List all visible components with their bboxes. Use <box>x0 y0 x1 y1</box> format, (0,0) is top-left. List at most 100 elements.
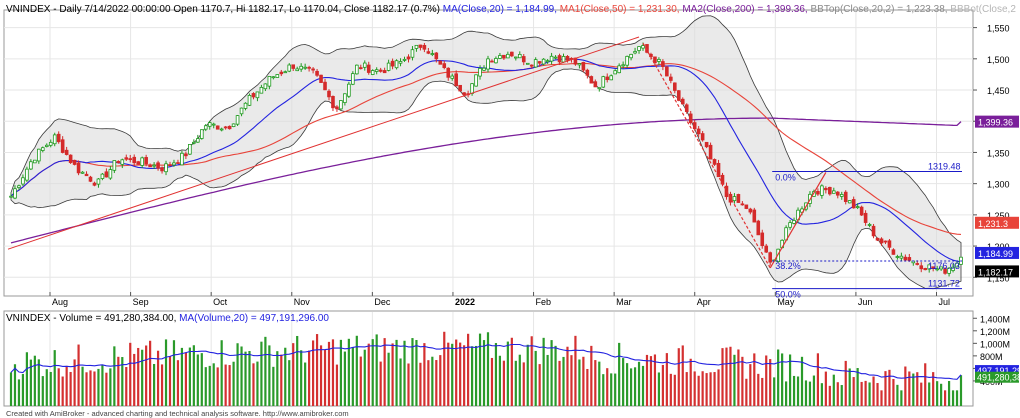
volume-tick-label: 1,400M <box>980 314 1010 324</box>
volume-bar <box>713 372 716 406</box>
volume-tick-label: 1,200M <box>980 327 1010 337</box>
volume-bar <box>637 361 641 406</box>
volume-bar <box>653 354 657 406</box>
volume-bar <box>439 355 442 406</box>
candle-body <box>96 178 101 185</box>
volume-bar <box>554 345 557 406</box>
candle-body <box>180 152 184 166</box>
candle-body <box>756 220 761 236</box>
volume-bar <box>455 339 458 406</box>
candle-body <box>160 167 164 172</box>
month-label: Nov <box>294 297 311 307</box>
volume-bar <box>558 360 561 406</box>
volume-bar <box>411 338 414 406</box>
volume-bar <box>21 373 25 406</box>
price-header-prefix: VNINDEX - Daily 7/14/2022 00:00:00 Open … <box>6 4 443 15</box>
volume-bar <box>375 334 378 406</box>
volume-bar <box>944 390 947 406</box>
candle-body <box>633 51 637 54</box>
volume-bar <box>506 341 509 406</box>
candle-body <box>955 262 959 268</box>
close-tag-box <box>975 265 1019 278</box>
volume-bar <box>331 339 335 406</box>
candle-body <box>470 83 474 94</box>
candle-body <box>311 68 315 71</box>
volume-bar <box>152 363 156 406</box>
volume-bar <box>641 365 645 406</box>
volume-bar <box>840 385 843 406</box>
candle-body <box>903 256 908 261</box>
volume-bar <box>864 380 867 406</box>
candle-body <box>879 238 884 244</box>
candle-body <box>108 169 113 179</box>
volume-bar <box>351 346 354 406</box>
candle-body <box>883 240 888 243</box>
candle-body <box>601 76 606 88</box>
candle-body <box>553 56 558 59</box>
candle-body <box>303 66 307 69</box>
volume-bar <box>89 370 92 406</box>
candle-body <box>104 171 109 178</box>
candle-body <box>768 252 773 263</box>
volume-bar <box>81 366 84 406</box>
volume-bar <box>427 360 430 406</box>
candle-body <box>748 208 753 213</box>
volume-bar <box>343 351 346 406</box>
volume-bar <box>478 333 482 406</box>
volume-bar <box>431 356 434 406</box>
candle-body <box>215 125 220 130</box>
candle-body <box>700 133 705 141</box>
price-tick-label: 1,150 <box>987 273 1010 283</box>
ma50-tag-box <box>975 216 1019 229</box>
volume-bar <box>598 361 601 406</box>
candle-body <box>29 161 33 170</box>
candle-body <box>561 56 566 63</box>
candle-body <box>13 188 17 199</box>
candle-body <box>390 60 395 67</box>
candle-body <box>537 61 542 64</box>
candle-body <box>184 153 188 157</box>
candle-body <box>402 58 407 61</box>
volume-bar <box>308 350 311 406</box>
volume-bar <box>280 354 283 406</box>
volume-bar <box>717 369 720 406</box>
volume-ma-tag-box <box>975 365 1019 377</box>
candle-body <box>80 171 85 174</box>
candle-body <box>565 55 570 61</box>
candle-body <box>704 141 709 148</box>
ma20-tag-box <box>975 246 1019 259</box>
candle-body <box>661 61 665 67</box>
candle-body <box>414 44 419 49</box>
volume-bar <box>415 340 418 406</box>
volume-bar <box>176 360 180 406</box>
candle-body <box>498 55 502 59</box>
candle-body <box>9 195 13 198</box>
candle-body <box>529 64 534 67</box>
candle-body <box>72 159 77 165</box>
month-label: Aug <box>52 297 68 307</box>
volume-bar <box>777 349 780 406</box>
volume-bar <box>629 368 633 406</box>
candle-body <box>164 163 168 173</box>
candle-body <box>521 56 526 63</box>
candle-body <box>835 191 840 196</box>
candle-body <box>617 65 621 74</box>
candle-body <box>263 83 268 90</box>
volume-bar <box>753 353 756 406</box>
volume-bar <box>816 353 820 406</box>
volume-bar <box>184 352 187 406</box>
candle-body <box>196 138 200 143</box>
volume-bar <box>796 376 800 406</box>
volume-bar <box>97 368 100 406</box>
candle-body <box>788 222 792 228</box>
volume-bar <box>300 350 303 406</box>
volume-bar <box>311 340 315 406</box>
volume-bar <box>562 356 565 406</box>
candle-body <box>764 245 769 253</box>
volume-bar <box>423 343 426 406</box>
volume-bar <box>65 365 68 406</box>
candle-body <box>891 249 896 255</box>
candle-body <box>859 206 864 216</box>
volume-bar <box>534 350 537 406</box>
fib-value-label: 1131.72 <box>928 279 960 289</box>
